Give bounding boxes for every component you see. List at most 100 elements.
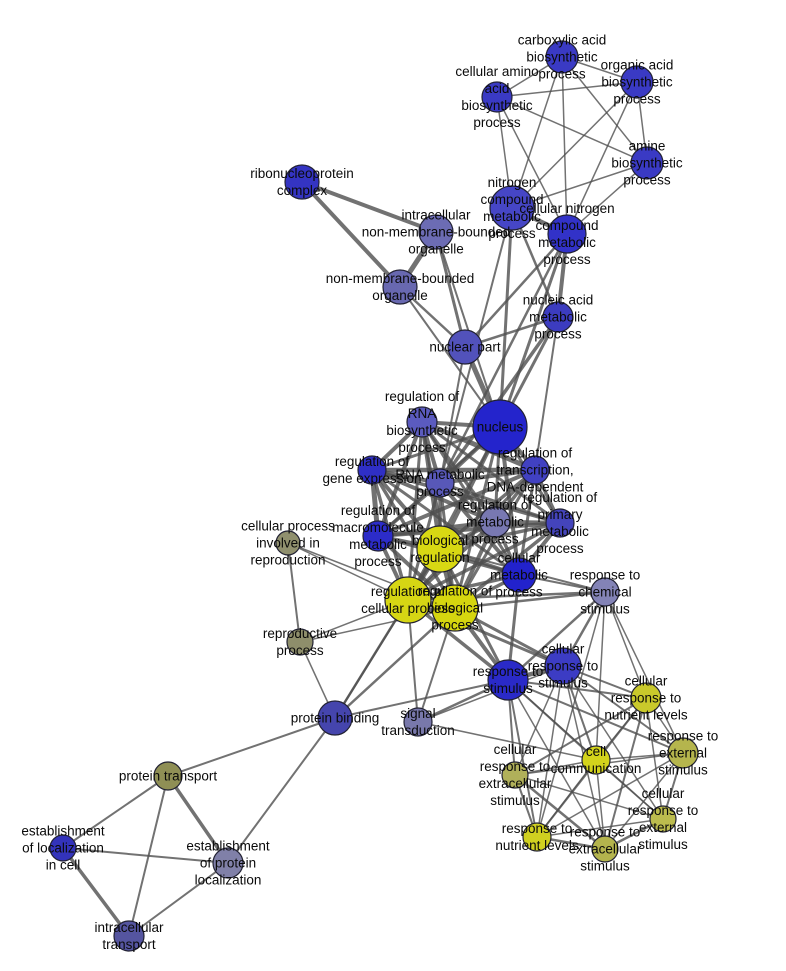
edge-response-to-chemical-stimulus--response-to-stimulus: [506, 590, 607, 682]
edge-nitrogen-compound-metabolic-process--nucleus: [498, 206, 514, 429]
edge-carboxylic-acid-biosynthetic-process--cellular-nitrogen-compound-metabolic-process: [561, 56, 568, 235]
node-intracellular-transport[interactable]: [113, 920, 145, 952]
edge-intracellular-non-membrane-bounded-organelle--nuclear-part: [434, 230, 467, 349]
node-cell-communication[interactable]: [581, 745, 611, 775]
edge-cellular-response-to-external-stimulus--response-to-nutrient-levels: [536, 818, 664, 838]
node-cellular-response-to-extracellular-stimulus[interactable]: [501, 761, 529, 789]
node-regulation-of-cellular-process[interactable]: [384, 576, 432, 624]
edge-cellular-response-to-stimulus--response-to-external-stimulus: [562, 665, 684, 754]
node-regulation-of-macromolecule-metabolic-process[interactable]: [362, 520, 394, 552]
edge-cellular-amino-acid-biosynthetic-process--cellular-nitrogen-compound-metabolic-process: [496, 96, 568, 235]
node-cellular-response-to-stimulus[interactable]: [544, 647, 582, 685]
node-regulation-of-metabolic-process[interactable]: [479, 506, 511, 538]
edge-cellular-response-to-nutrient-levels--cellular-response-to-extracellular-stimulus: [514, 697, 647, 776]
edge-reproductive-process--regulation-of-biological-process: [299, 607, 456, 643]
edge-cellular-amino-acid-biosynthetic-process--amine-biosynthetic-process: [496, 96, 648, 164]
node-cellular-process-involved-in-reproduction[interactable]: [275, 530, 301, 556]
node-biological-regulation[interactable]: [416, 525, 464, 573]
node-regulation-of-primary-metabolic-process[interactable]: [545, 508, 575, 538]
node-cellular-response-to-external-stimulus[interactable]: [649, 805, 677, 833]
edge-response-to-external-stimulus--response-to-extracellular-stimulus: [604, 752, 684, 850]
edge-amine-biosynthetic-process--nitrogen-compound-metabolic-process: [511, 162, 648, 209]
edge-response-to-chemical-stimulus--response-to-external-stimulus: [604, 591, 684, 754]
node-rna-metabolic-process[interactable]: [425, 468, 455, 498]
edge-ribonucleoprotein-complex--non-membrane-bounded-organelle: [300, 180, 402, 289]
edge-response-to-chemical-stimulus--cell-communication: [595, 591, 606, 761]
edge-cell-communication--response-to-extracellular-stimulus: [595, 759, 606, 850]
node-carboxylic-acid-biosynthetic-process[interactable]: [545, 40, 579, 74]
edge-signal-transduction--cellular-response-to-stimulus: [417, 665, 564, 723]
edge-organic-acid-biosynthetic-process--cellular-nitrogen-compound-metabolic-process: [566, 81, 638, 235]
edge-regulation-of-rna-biosynthetic-process--regulation-of-primary-metabolic-process: [420, 420, 562, 525]
edge-cellular-response-to-nutrient-levels--response-to-extracellular-stimulus: [604, 697, 647, 850]
edge-cellular-amino-acid-biosynthetic-process--organic-acid-biosynthetic-process: [496, 81, 638, 98]
edge-cellular-nitrogen-compound-metabolic-process--nucleus: [498, 232, 569, 429]
node-protein-binding[interactable]: [317, 700, 353, 736]
edge-nuclear-part--rna-metabolic-process: [439, 346, 466, 484]
node-establishment-of-localization-in-cell[interactable]: [49, 834, 77, 862]
node-organic-acid-biosynthetic-process[interactable]: [620, 65, 654, 99]
node-response-to-stimulus[interactable]: [487, 659, 529, 701]
edge-protein-binding--establishment-of-protein-localization: [227, 717, 336, 864]
node-cellular-response-to-nutrient-levels[interactable]: [630, 682, 662, 714]
node-nucleus[interactable]: [472, 399, 528, 455]
edge-ribonucleoprotein-complex--intracellular-non-membrane-bounded-organelle: [300, 180, 438, 234]
edge-regulation-of-cellular-process--cellular-response-to-stimulus: [406, 598, 565, 668]
edge-establishment-of-localization-in-cell--intracellular-transport: [61, 846, 131, 938]
edge-response-to-chemical-stimulus--regulation-of-biological-process: [453, 590, 607, 610]
edge-rna-metabolic-process--regulation-of-transcription-dna-dependent: [438, 468, 537, 485]
edge-cellular-nitrogen-compound-metabolic-process--nuclear-part: [463, 232, 569, 349]
edge-response-to-chemical-stimulus--response-to-nutrient-levels: [536, 591, 606, 838]
edge-regulation-of-transcription-dna-dependent--regulation-of-macromolecule-metabolic-process: [376, 468, 537, 538]
edge-protein-binding--regulation-of-biological-process: [333, 606, 457, 720]
node-intracellular-non-membrane-bounded-organelle[interactable]: [418, 214, 454, 250]
node-response-to-nutrient-levels[interactable]: [522, 822, 552, 852]
node-reproductive-process[interactable]: [286, 628, 314, 656]
node-regulation-of-gene-expression[interactable]: [357, 455, 387, 485]
edge-cellular-process-involved-in-reproduction--reproductive-process: [287, 542, 301, 643]
edge-cell-communication--cellular-response-to-external-stimulus: [595, 759, 664, 820]
edge-cellular-response-to-nutrient-levels--cellular-response-to-external-stimulus: [645, 697, 664, 820]
edge-regulation-of-rna-biosynthetic-process--regulation-of-transcription-dna-dependent: [419, 419, 538, 473]
edge-protein-transport--establishment-of-localization-in-cell: [62, 775, 169, 849]
edge-cellular-response-to-stimulus--response-to-nutrient-levels: [536, 665, 564, 838]
node-regulation-of-biological-process[interactable]: [431, 584, 479, 632]
node-protein-transport[interactable]: [153, 761, 183, 791]
edge-cellular-response-to-extracellular-stimulus--cellular-response-to-external-stimulus: [514, 774, 664, 820]
edge-response-to-chemical-stimulus--cellular-response-to-nutrient-levels: [604, 591, 647, 699]
node-regulation-of-rna-biosynthetic-process[interactable]: [406, 406, 438, 438]
edge-cellular-response-to-stimulus--cellular-response-to-external-stimulus: [562, 665, 664, 820]
node-nitrogen-compound-metabolic-process[interactable]: [489, 185, 535, 231]
node-cellular-amino-acid-biosynthetic-process[interactable]: [481, 81, 513, 113]
node-response-to-external-stimulus[interactable]: [667, 737, 699, 769]
edge-establishment-of-localization-in-cell--establishment-of-protein-localization: [62, 847, 229, 864]
node-nucleic-acid-metabolic-process[interactable]: [542, 301, 574, 333]
edge-response-to-stimulus--cellular-response-to-nutrient-levels: [507, 679, 647, 699]
edge-signal-transduction--cell-communication: [417, 721, 597, 761]
node-cellular-nitrogen-compound-metabolic-process[interactable]: [547, 214, 587, 254]
node-nuclear-part[interactable]: [447, 329, 483, 365]
edge-protein-transport--establishment-of-protein-localization: [166, 774, 230, 865]
node-cellular-metabolic-process[interactable]: [501, 557, 537, 593]
edge-cellular-response-to-extracellular-stimulus--response-to-extracellular-stimulus: [513, 773, 607, 851]
edges-layer: [61, 56, 684, 938]
edge-non-membrane-bounded-organelle--nucleus: [399, 286, 501, 428]
edge-organic-acid-biosynthetic-process--nitrogen-compound-metabolic-process: [511, 81, 638, 209]
edge-cellular-response-to-stimulus--cellular-response-to-extracellular-stimulus: [514, 665, 564, 776]
edge-cell-communication--response-to-nutrient-levels: [536, 759, 597, 838]
node-response-to-extracellular-stimulus[interactable]: [591, 835, 619, 863]
edge-regulation-of-rna-biosynthetic-process--regulation-of-cellular-process: [406, 420, 424, 602]
node-establishment-of-protein-localization[interactable]: [212, 847, 244, 879]
node-amine-biosynthetic-process[interactable]: [630, 146, 664, 180]
node-regulation-of-transcription-dna-dependent[interactable]: [520, 455, 550, 485]
edge-protein-binding--protein-transport: [167, 717, 336, 777]
node-signal-transduction[interactable]: [403, 707, 433, 737]
node-non-membrane-bounded-organelle[interactable]: [382, 269, 418, 305]
node-ribonucleoprotein-complex[interactable]: [284, 164, 320, 200]
nodes-layer: [49, 40, 699, 952]
node-response-to-chemical-stimulus[interactable]: [590, 577, 620, 607]
edge-intracellular-non-membrane-bounded-organelle--nucleus: [435, 231, 501, 428]
edge-response-to-external-stimulus--response-to-nutrient-levels: [536, 752, 684, 838]
